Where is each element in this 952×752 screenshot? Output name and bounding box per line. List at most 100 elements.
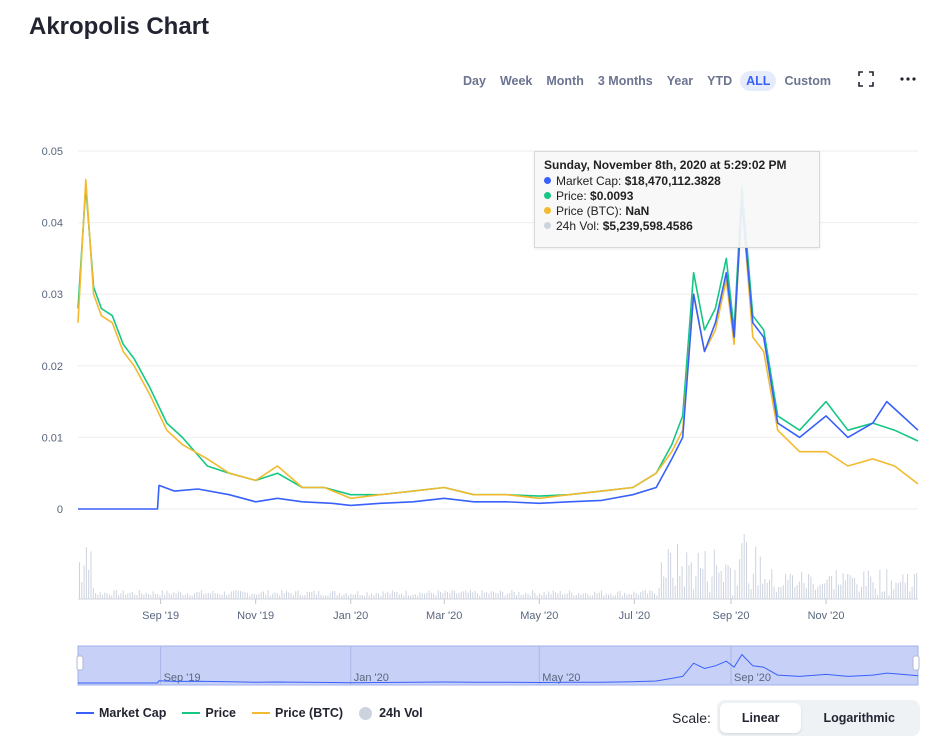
volume-bar <box>734 570 736 599</box>
volume-bar <box>509 593 511 599</box>
volume-bar <box>281 590 283 599</box>
volume-bar <box>879 569 881 599</box>
volume-bar <box>210 593 212 599</box>
volume-bar <box>589 595 591 599</box>
volume-bar <box>396 592 398 599</box>
volume-bar <box>486 592 488 599</box>
volume-bar <box>249 595 251 599</box>
volume-bar <box>764 578 766 599</box>
market-cap-line-icon <box>76 712 94 714</box>
volume-bar <box>143 594 145 599</box>
volume-bar <box>258 593 260 599</box>
volume-bar <box>182 595 184 599</box>
volume-bar <box>911 587 913 599</box>
volume-bar <box>256 594 258 599</box>
volume-bar <box>527 594 529 599</box>
volume-bar <box>79 562 80 599</box>
volume-bar <box>159 595 161 599</box>
range-3months-button[interactable]: 3 Months <box>597 74 653 88</box>
volume-bar <box>449 593 451 599</box>
legend-volume[interactable]: 24h Vol <box>359 706 423 720</box>
volume-bar <box>529 595 531 599</box>
volume-bar <box>872 582 874 599</box>
range-custom-button[interactable]: Custom <box>784 74 831 88</box>
volume-bar <box>177 591 179 599</box>
tooltip-value: NaN <box>625 204 650 218</box>
volume-bar <box>352 594 354 599</box>
range-week-button[interactable]: Week <box>499 74 533 88</box>
volume-bar <box>794 586 796 599</box>
volume-bar <box>773 586 775 599</box>
legend-market-cap[interactable]: Market Cap <box>76 706 166 720</box>
volume-bar <box>226 595 228 599</box>
volume-bar <box>343 594 345 599</box>
volume-bar <box>95 593 97 599</box>
volume-bar <box>888 595 890 599</box>
volume-bar <box>874 588 876 599</box>
more-horizontal-icon[interactable] <box>898 71 918 91</box>
navigator-window[interactable] <box>77 645 919 686</box>
tooltip-value: $18,470,112.3828 <box>624 174 721 188</box>
volume-bar <box>189 595 191 599</box>
scale-linear-button[interactable]: Linear <box>719 703 802 733</box>
volume-bar <box>849 575 851 599</box>
range-year-button[interactable]: Year <box>666 74 694 88</box>
volume-bar <box>327 595 329 599</box>
volume-bar <box>355 594 356 599</box>
market-cap-dot-icon <box>544 177 551 184</box>
volume-bar <box>233 590 235 599</box>
volume-bar <box>543 592 545 599</box>
scale-switch: Scale: Linear Logarithmic <box>672 700 920 736</box>
legend-price-btc[interactable]: Price (BTC) <box>251 706 344 720</box>
navigator-right-handle[interactable] <box>912 655 920 671</box>
navigator-tick-label: Jan '20 <box>354 672 389 684</box>
volume-bar <box>497 593 499 599</box>
y-tick-label: 0.02 <box>42 361 63 373</box>
volume-bar <box>907 574 908 599</box>
volume-bar <box>460 591 462 599</box>
volume-bar <box>246 592 248 599</box>
volume-bar <box>191 595 193 599</box>
range-ytd-button[interactable]: YTD <box>707 74 733 88</box>
volume-bar <box>778 586 780 599</box>
range-all-button[interactable]: ALL <box>740 71 777 91</box>
volume-bar <box>102 595 103 599</box>
volume-bar <box>771 569 773 599</box>
volume-bar <box>405 590 407 599</box>
fullscreen-icon[interactable] <box>856 71 876 91</box>
volume-bar <box>637 594 639 599</box>
volume-bar <box>338 593 340 599</box>
volume-bar <box>803 582 805 599</box>
scale-logarithmic-button[interactable]: Logarithmic <box>823 711 895 725</box>
volume-bar <box>384 593 386 599</box>
volume-bar <box>467 592 469 599</box>
navigator-left-handle[interactable] <box>76 655 84 671</box>
range-month-button[interactable]: Month <box>546 74 584 88</box>
volume-bar <box>382 591 384 599</box>
volume-bar <box>502 591 504 599</box>
volume-bar <box>417 595 419 599</box>
volume-bar <box>562 594 563 599</box>
volume-bar <box>157 593 159 599</box>
volume-bar <box>628 593 630 599</box>
volume-bar <box>856 584 858 599</box>
volume-bar <box>373 595 375 599</box>
volume-bar <box>113 590 115 599</box>
volume-bar <box>826 579 828 599</box>
volume-bar <box>619 590 621 599</box>
volume-bar <box>306 591 308 599</box>
volume-bar <box>881 591 883 599</box>
volume-bar <box>591 595 593 599</box>
volume-bar <box>412 594 414 599</box>
range-day-button[interactable]: Day <box>463 74 486 88</box>
legend-label: Price (BTC) <box>274 706 344 720</box>
volume-bar <box>759 556 761 599</box>
volume-bar <box>626 594 628 599</box>
volume-bar <box>716 565 718 599</box>
volume-dot-icon <box>544 222 551 229</box>
volume-bar <box>534 592 536 599</box>
range-selector: Day Week Month 3 Months Year YTD ALL Cus… <box>456 70 838 92</box>
legend-price[interactable]: Price <box>182 706 236 720</box>
volume-bar <box>276 593 278 599</box>
volume-bar <box>709 591 711 599</box>
